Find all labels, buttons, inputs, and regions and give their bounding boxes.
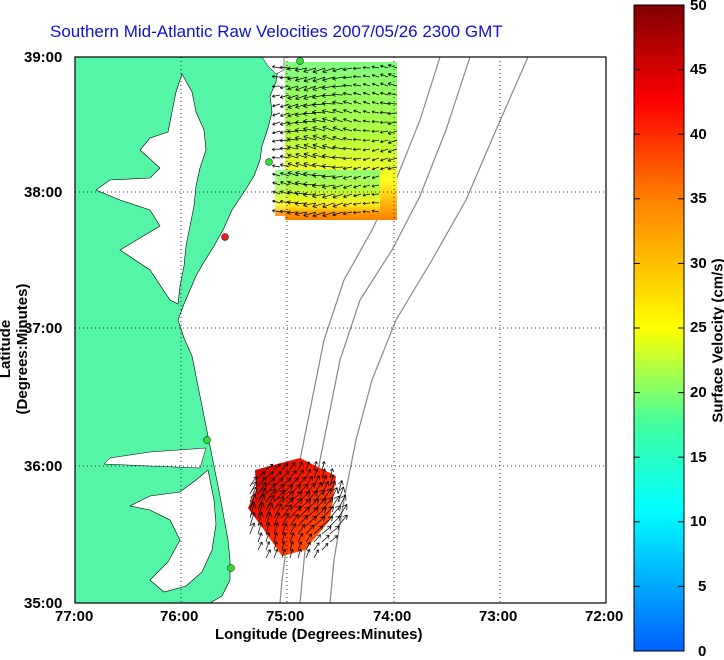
station-marker — [204, 437, 211, 444]
colorbar-tick-label: 0 — [698, 644, 706, 659]
station-marker-inactive — [222, 234, 229, 241]
y-tick-label: 36:00 — [24, 459, 62, 474]
colorbar-tick-label: 25 — [690, 320, 707, 335]
x-tick-label: 75:00 — [266, 609, 304, 624]
x-tick-label: 77:00 — [55, 609, 93, 624]
colorbar-tick-label: 45 — [690, 62, 707, 77]
colorbar-label: Surface Velocity (cm/s) — [710, 241, 724, 441]
station-marker — [228, 565, 235, 572]
station-marker — [266, 159, 273, 166]
colorbar-tick-label: 5 — [698, 579, 706, 594]
x-axis-label: Longitude (Degrees:Minutes) — [215, 626, 423, 643]
colorbar-tick-label: 30 — [690, 256, 707, 271]
colorbar — [634, 5, 684, 651]
colorbar-tick-label: 50 — [690, 0, 707, 13]
x-tick-label: 76:00 — [160, 609, 198, 624]
colorbar-tick-label: 40 — [690, 127, 707, 142]
colorbar-tick-label: 35 — [690, 191, 707, 206]
x-tick-label: 72:00 — [585, 609, 623, 624]
colorbar-tick-label: 10 — [690, 514, 707, 529]
y-tick-label: 39:00 — [24, 50, 62, 65]
y-tick-label: 38:00 — [24, 185, 62, 200]
station-marker — [297, 58, 304, 65]
x-tick-label: 73:00 — [479, 609, 517, 624]
colorbar-tick-label: 20 — [690, 385, 707, 400]
x-tick-label: 74:00 — [373, 609, 411, 624]
y-axis-label: Latitude (Degrees:Minutes) — [0, 259, 31, 439]
colorbar-tick-label: 15 — [690, 450, 707, 465]
